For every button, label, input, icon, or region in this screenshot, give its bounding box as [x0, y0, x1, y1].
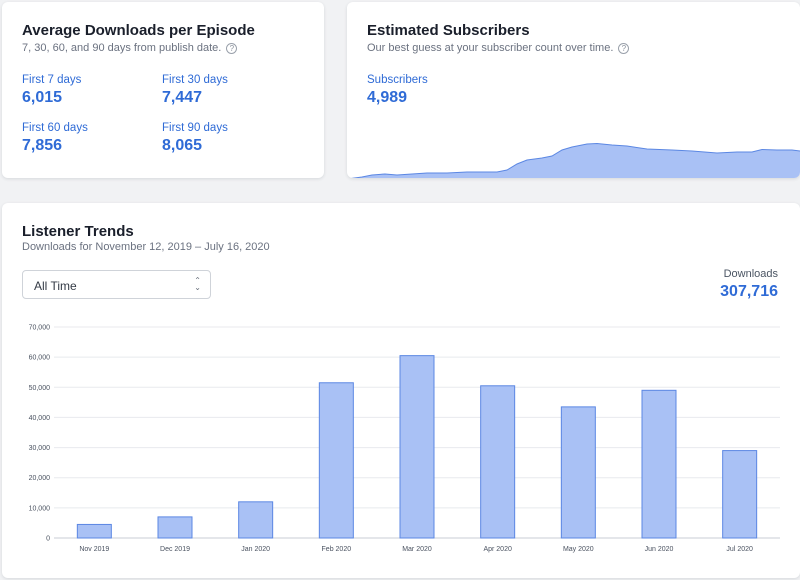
- subscribers-value: 4,989: [367, 89, 408, 106]
- subscribers-label: Subscribers: [367, 74, 428, 86]
- chart-bars: [76, 355, 758, 539]
- downloads-total: 307,716: [720, 283, 778, 300]
- listener-trends-title: Listener Trends: [22, 223, 134, 240]
- listener-trends-card: Listener Trends Downloads for November 1…: [2, 203, 800, 578]
- average-downloads-card: Average Downloads per Episode 7, 30, 60,…: [2, 2, 324, 178]
- x-tick-label: Nov 2019: [79, 546, 109, 553]
- y-tick-label: 70,000: [29, 325, 51, 332]
- help-icon[interactable]: ?: [226, 43, 238, 54]
- bar-mar-2020: [399, 355, 435, 539]
- bar-may-2020: [560, 406, 596, 539]
- metric-value-first-60-days: 7,856: [22, 137, 63, 154]
- subscribers-area: [354, 143, 800, 178]
- average-downloads-title: Average Downloads per Episode: [22, 22, 255, 39]
- x-tick-label: Apr 2020: [483, 546, 512, 553]
- bar-dec-2019: [157, 516, 193, 539]
- time-range-select[interactable]: All Time ⌃ ⌄: [22, 270, 211, 299]
- chevron-up-down-icon: ⌃ ⌄: [194, 276, 201, 292]
- bar-feb-2020: [318, 382, 354, 539]
- x-tick-label: Jun 2020: [645, 546, 674, 553]
- listener-trends-bar-chart: 0 10,000 20,000 30,000 40,000 50,000 60,000 70,…: [29, 325, 780, 553]
- metric-value-first-7-days: 6,015: [22, 89, 63, 106]
- x-tick-label: Jan 2020: [241, 546, 270, 553]
- help-icon[interactable]: ?: [618, 43, 630, 54]
- x-axis-ticks: Nov 2019 Dec 2019 Jan 2020 Feb 2020 Mar 2020…: [79, 546, 753, 553]
- metric-label-first-60-days: First 60 days: [22, 122, 88, 134]
- average-downloads-subtitle: 7, 30, 60, and 90 days from publish date…: [22, 42, 238, 54]
- bar-jun-2020: [641, 389, 677, 539]
- x-tick-label: Mar 2020: [402, 546, 432, 553]
- metric-value-first-30-days: 7,447: [162, 89, 203, 106]
- metric-value-first-90-days: 8,065: [162, 137, 203, 154]
- estimated-subscribers-subtitle-text: Our best guess at your subscriber count …: [367, 42, 614, 54]
- estimated-subscribers-title: Estimated Subscribers: [367, 22, 530, 39]
- estimated-subscribers-subtitle: Our best guess at your subscriber count …: [367, 42, 630, 54]
- y-tick-label: 50,000: [29, 385, 51, 392]
- x-tick-label: Dec 2019: [160, 546, 190, 553]
- x-tick-label: May 2020: [563, 546, 594, 553]
- x-tick-label: Jul 2020: [726, 546, 753, 553]
- y-tick-label: 40,000: [29, 415, 51, 422]
- y-tick-label: 60,000: [29, 355, 51, 362]
- metric-label-first-7-days: First 7 days: [22, 74, 82, 86]
- y-tick-label: 30,000: [29, 445, 51, 452]
- subscribers-area-chart: [350, 142, 800, 178]
- estimated-subscribers-card: Estimated Subscribers Our best guess at …: [347, 2, 800, 178]
- time-range-selected-value: All Time: [34, 279, 77, 293]
- subscribers-line: [350, 142, 800, 178]
- y-tick-label: 0: [46, 536, 50, 543]
- metric-label-first-90-days: First 90 days: [162, 122, 228, 134]
- bar-jan-2020: [238, 501, 274, 539]
- metric-label-first-30-days: First 30 days: [162, 74, 228, 86]
- listener-trends-subtitle: Downloads for November 12, 2019 – July 1…: [22, 241, 270, 253]
- y-axis-ticks: 0 10,000 20,000 30,000 40,000 50,000 60,000 70,…: [29, 325, 51, 543]
- bar-jul-2020: [722, 450, 758, 539]
- y-tick-label: 10,000: [29, 505, 51, 512]
- y-tick-label: 20,000: [29, 475, 51, 482]
- x-tick-label: Feb 2020: [322, 546, 352, 553]
- bar-nov-2019: [76, 523, 112, 539]
- downloads-label: Downloads: [723, 268, 778, 280]
- average-downloads-subtitle-text: 7, 30, 60, and 90 days from publish date…: [22, 42, 222, 54]
- bar-apr-2020: [480, 385, 516, 539]
